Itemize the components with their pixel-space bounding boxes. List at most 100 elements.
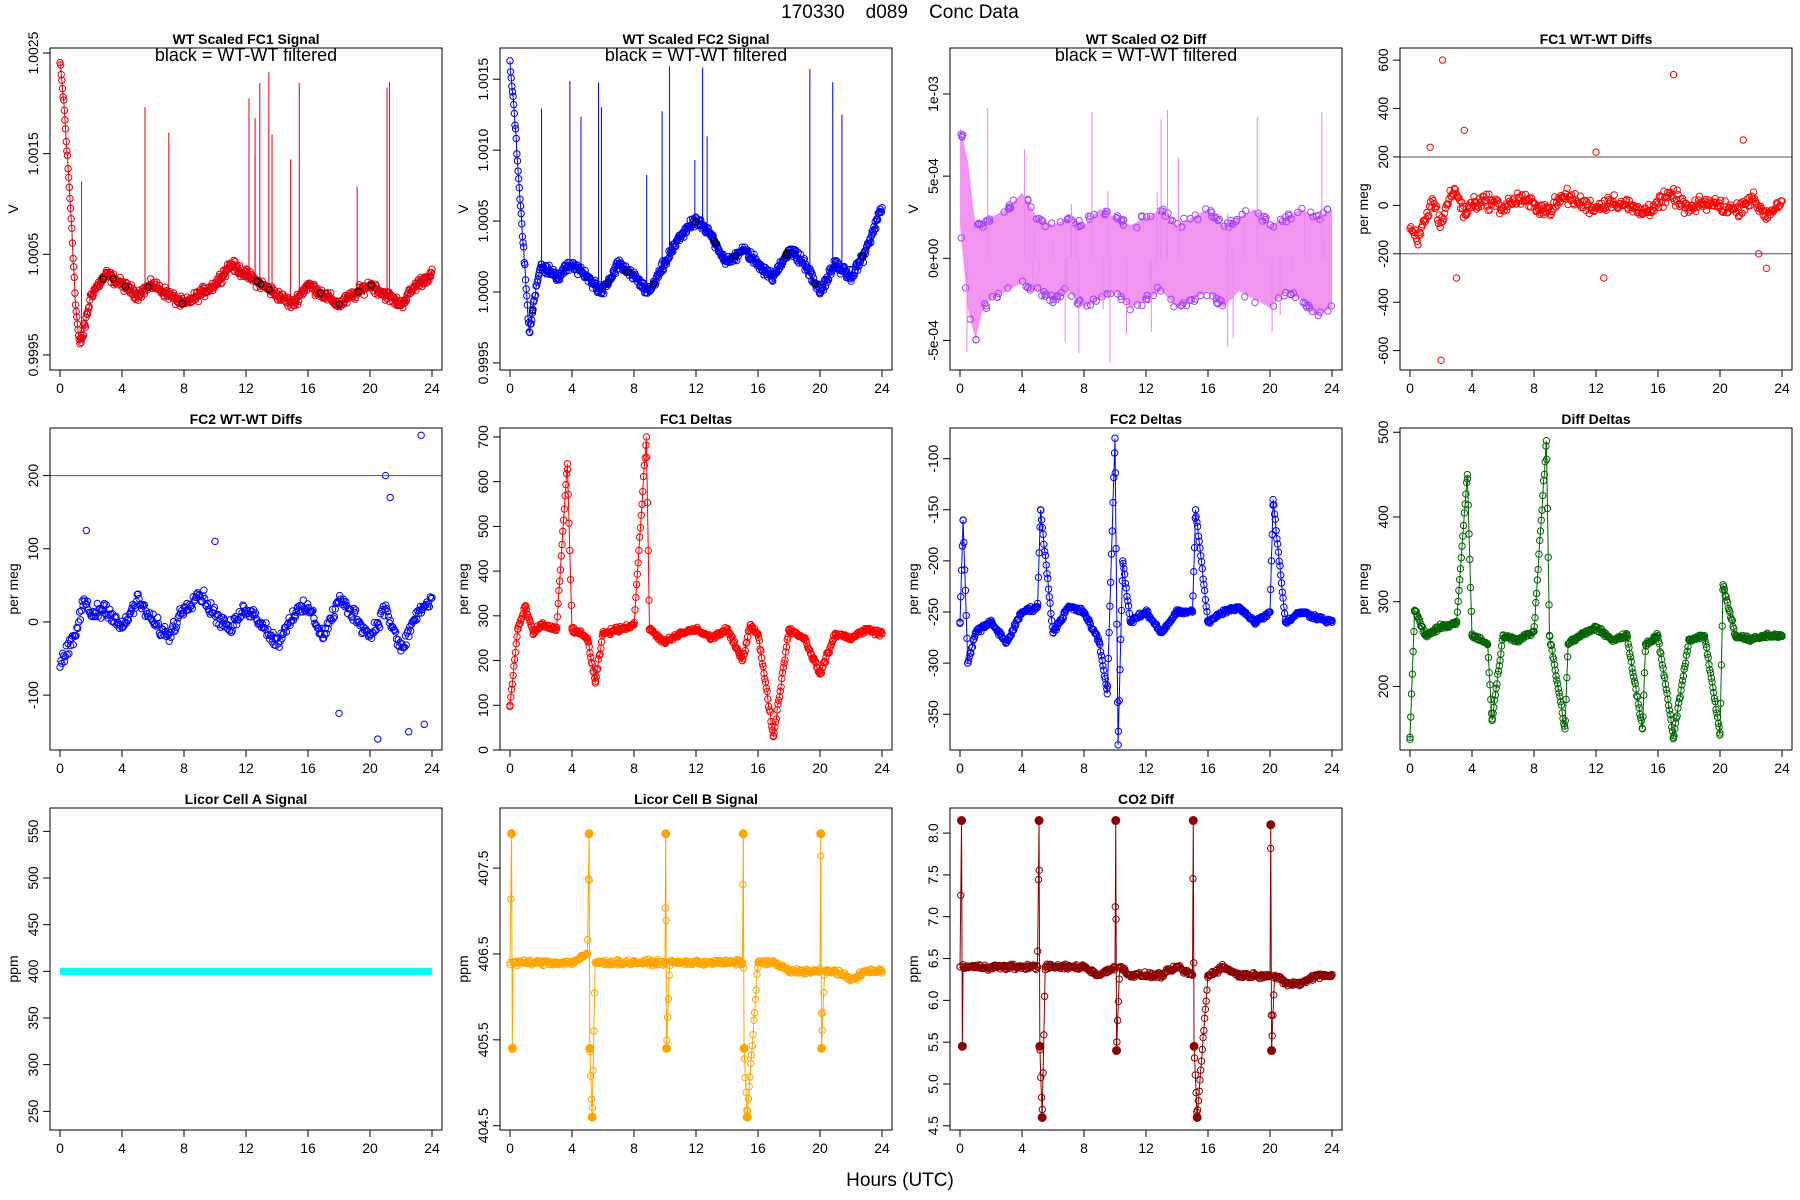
data-point [83, 597, 92, 606]
data-point [1549, 655, 1558, 663]
data-point [556, 577, 564, 585]
data-point [821, 658, 830, 666]
data-point [1124, 602, 1133, 610]
data-point [1546, 212, 1554, 220]
data-point [1260, 212, 1268, 221]
data-point [1272, 527, 1280, 535]
outlier-point [1739, 136, 1747, 144]
filtered-point [99, 275, 107, 283]
data-point [1497, 650, 1505, 658]
data-point [743, 638, 751, 646]
data-point [330, 612, 339, 621]
peak-point [662, 1043, 672, 1053]
data-point [960, 566, 969, 574]
data-point [1683, 647, 1691, 656]
y-tick-label: -350 [925, 700, 941, 728]
data-point [1096, 640, 1104, 649]
data-point [1282, 218, 1291, 226]
data-point [507, 895, 515, 903]
data-point [1563, 653, 1572, 661]
panel-title: WT Scaled FC2 Signal [622, 31, 769, 47]
data-point [116, 273, 124, 282]
data-point [778, 674, 786, 683]
data-point [210, 603, 219, 612]
data-point [1669, 184, 1678, 193]
y-tick-label: -300 [925, 649, 941, 677]
data-point [1254, 209, 1262, 217]
y-tick-label: 200 [25, 464, 41, 488]
data-point [740, 649, 749, 658]
data-point [513, 633, 521, 641]
data-point [1101, 675, 1109, 683]
y-tick-label: 0e+00 [925, 238, 941, 278]
data-point [583, 949, 591, 957]
filtered-point [528, 307, 537, 315]
data-point [410, 615, 418, 624]
y-tick-label: 1.0005 [25, 233, 41, 276]
data-point [1035, 549, 1043, 557]
data-point [595, 651, 604, 660]
data-point [1103, 690, 1111, 698]
data-point [1482, 190, 1491, 199]
data-point [208, 279, 216, 288]
x-tick-label: 12 [688, 380, 704, 396]
x-tick-label: 16 [1200, 760, 1216, 776]
data-point [240, 272, 249, 281]
y-tick-label: 500 [1375, 420, 1391, 444]
y-axis-label: per meg [1355, 183, 1371, 234]
data-point [1640, 691, 1648, 699]
data-point [961, 284, 970, 292]
data-point [1328, 618, 1336, 626]
plot-area [506, 433, 886, 741]
data-point [1493, 680, 1501, 688]
data-point [1676, 693, 1684, 701]
x-tick-label: 24 [1324, 760, 1340, 776]
data-point [1414, 614, 1423, 623]
data-point [1461, 500, 1469, 508]
data-point [310, 614, 318, 622]
x-tick-label: 16 [750, 380, 766, 396]
data-point [562, 480, 570, 489]
data-point [1277, 579, 1286, 587]
x-tick-label: 24 [424, 760, 440, 776]
data-point [750, 250, 758, 259]
data-point [771, 718, 780, 726]
plot-area [1406, 437, 1786, 744]
data-point [1708, 678, 1716, 686]
data-point [754, 633, 763, 642]
y-tick-label: 400 [25, 959, 41, 983]
data-point [558, 540, 566, 549]
data-point [71, 289, 79, 297]
data-point [100, 599, 109, 608]
filtered-point [731, 252, 740, 260]
data-point [1494, 197, 1502, 205]
y-tick-label: 0.9995 [475, 341, 491, 384]
data-point [1120, 564, 1128, 573]
data-point [628, 270, 636, 278]
data-point [640, 461, 649, 470]
filtered-point [649, 280, 658, 289]
data-point [587, 653, 595, 662]
data-point [427, 268, 436, 277]
panel-title: Diff Deltas [1561, 411, 1630, 427]
x-tick-label: 0 [506, 760, 514, 776]
data-point [280, 293, 288, 301]
y-tick-label: 1.0000 [475, 270, 491, 313]
data-point [1112, 544, 1120, 553]
plot-area [506, 57, 886, 337]
data-point [521, 260, 529, 269]
data-point [768, 722, 776, 731]
data-point [1623, 633, 1632, 641]
data-point [1280, 609, 1289, 618]
y-axis-label: ppm [5, 955, 21, 982]
data-point [167, 633, 175, 641]
data-point [510, 655, 519, 664]
data-point [560, 505, 569, 513]
data-point [1560, 722, 1569, 730]
data-point [1670, 197, 1679, 206]
data-point [123, 615, 132, 624]
data-point [583, 935, 592, 944]
data-point [1114, 727, 1123, 736]
y-tick-label: 500 [475, 514, 491, 538]
panel-annotation: black = WT-WT filtered [605, 45, 787, 65]
